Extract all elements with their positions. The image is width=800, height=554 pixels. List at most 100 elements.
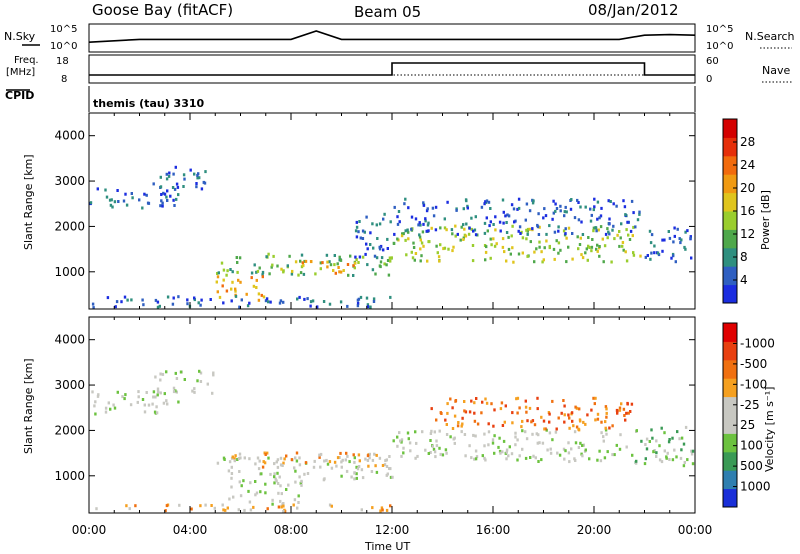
power-cell (683, 245, 686, 249)
power-cell (105, 195, 109, 199)
power-cell (131, 196, 134, 200)
velocity-cell (515, 397, 518, 401)
velocity-cell (596, 458, 599, 462)
velocity-cell (475, 455, 479, 459)
power-cell (380, 256, 384, 260)
velocity-cell (296, 506, 299, 510)
power-cell (511, 246, 514, 250)
velocity-cell (604, 420, 607, 424)
power-cell (326, 265, 329, 269)
power-cell (203, 181, 207, 185)
velocity-cell (473, 401, 476, 405)
power-cell (489, 220, 492, 224)
velocity-cell (304, 461, 308, 465)
velocity-cell (346, 454, 349, 458)
power-cell (373, 254, 377, 258)
power-cell (565, 260, 568, 264)
power-cell (525, 228, 528, 232)
power-cell (334, 271, 337, 275)
power-cell (359, 236, 362, 240)
velocity-cell (104, 406, 108, 410)
power-cell (265, 297, 269, 301)
velocity-cell (243, 456, 246, 460)
power-cell (650, 251, 653, 255)
power-cell (625, 228, 628, 232)
power-cell (512, 207, 516, 211)
power-cell (426, 259, 429, 263)
power-cell (577, 247, 580, 251)
power-cell (156, 305, 160, 309)
velocity-cell (204, 503, 207, 507)
power-cell (590, 245, 594, 249)
velocity-cell (600, 420, 603, 424)
power-cell (631, 234, 634, 238)
velocity-cell (380, 506, 384, 510)
velocity-cell (616, 409, 619, 413)
power-cell (630, 199, 634, 203)
velocity-cell (375, 453, 378, 457)
power-cell (369, 305, 372, 309)
velocity-cell (483, 456, 486, 460)
noise-panel-frame (88, 23, 696, 53)
power-cell (120, 300, 123, 304)
velocity-cell (651, 436, 654, 440)
power-cell (542, 216, 545, 220)
power-cell (89, 201, 93, 205)
power-cell (512, 260, 515, 264)
velocity-cell (230, 465, 233, 469)
velocity-cell (143, 403, 146, 407)
velocity-cell (166, 402, 169, 406)
power-cell (590, 213, 593, 217)
power-cell (339, 300, 343, 304)
velocity-cell (534, 456, 537, 460)
velocity-cell (470, 399, 473, 403)
velocity-cell (430, 429, 433, 433)
velocity-cell (429, 432, 433, 435)
velocity-cell (300, 483, 303, 487)
velocity-cell (276, 471, 279, 475)
power-colorbar-swatch (723, 192, 737, 212)
power-cell (177, 295, 180, 299)
power-cell (159, 185, 163, 189)
velocity-cell (456, 424, 460, 428)
power-cell (604, 232, 608, 236)
power-cell (551, 217, 554, 221)
velocity-cell (645, 447, 649, 451)
power-cell (413, 258, 416, 262)
velocity-cell (618, 406, 622, 410)
power-cell (186, 298, 189, 302)
power-cell (388, 256, 392, 260)
velocity-cell (155, 405, 158, 409)
velocity-cell (660, 426, 663, 430)
power-cell (464, 198, 468, 202)
power-cell (217, 271, 220, 275)
velocity-cell (416, 454, 419, 458)
power-cell (567, 245, 570, 249)
velocity-cell (460, 430, 463, 434)
power-cell (216, 272, 219, 275)
power-cell (501, 245, 505, 249)
power-cell (346, 263, 350, 266)
power-cell (452, 245, 455, 249)
velocity-cell (95, 507, 98, 511)
power-cell (398, 220, 401, 224)
power-cell (141, 298, 144, 302)
velocity-cell (379, 509, 382, 513)
power-cell (256, 269, 260, 273)
noise-sky-line (88, 30, 696, 43)
velocity-cell (604, 405, 608, 409)
velocity-colorbar-swatch (723, 433, 737, 453)
velocity-cell (177, 400, 180, 404)
velocity-cell (152, 390, 156, 394)
velocity-cell (353, 471, 356, 475)
velocity-cell (555, 427, 558, 431)
velocity-cell (604, 428, 608, 432)
power-cell (372, 297, 376, 301)
power-cell (434, 228, 438, 232)
velocity-cell (104, 410, 108, 414)
velocity-cell (196, 379, 199, 383)
power-cell (197, 301, 200, 305)
velocity-cell (159, 372, 162, 376)
power-cell (555, 207, 559, 210)
